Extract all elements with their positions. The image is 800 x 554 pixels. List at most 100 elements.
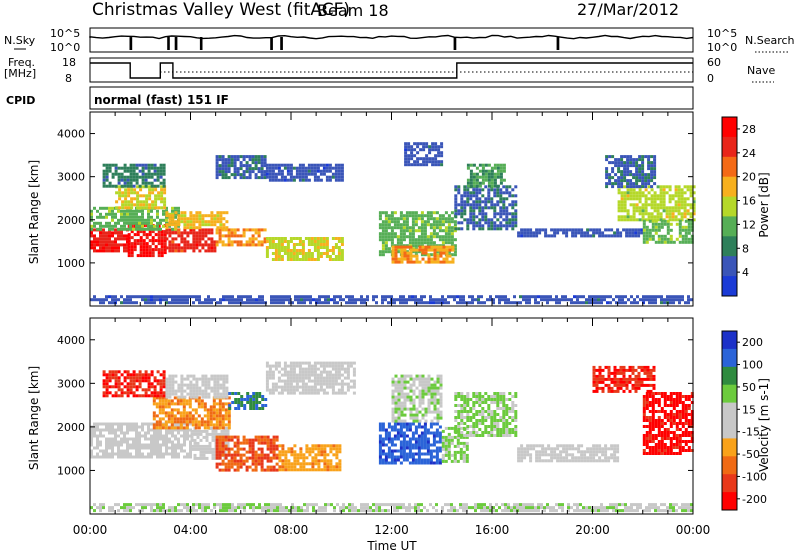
heatmap-cell: [574, 228, 578, 232]
heatmap-cell: [96, 249, 99, 253]
heatmap-cell: [402, 298, 405, 302]
heatmap-cell: [99, 215, 102, 219]
heatmap-cell: [120, 443, 123, 447]
heatmap-cell: [631, 231, 635, 235]
heatmap-cell: [469, 191, 473, 195]
heatmap-cell: [211, 447, 215, 451]
heatmap-cell: [138, 382, 142, 386]
heatmap-cell: [90, 224, 93, 228]
heatmap-cell: [108, 376, 112, 380]
heatmap-cell: [168, 223, 172, 227]
heatmap-cell: [318, 298, 321, 302]
heatmap-cell: [417, 449, 421, 453]
heatmap-cell: [258, 301, 261, 305]
heatmap-cell: [154, 239, 158, 243]
heatmap-cell: [399, 428, 403, 432]
heatmap-cell: [147, 437, 150, 441]
heatmap-cell: [387, 247, 391, 251]
heatmap-cell: [669, 237, 673, 241]
heatmap-cell: [511, 200, 515, 204]
heatmap-cell: [189, 449, 192, 453]
heatmap-cell: [272, 450, 276, 454]
heatmap-cell: [496, 163, 500, 167]
cpid-label: CPID: [6, 94, 35, 107]
heatmap-cell: [387, 425, 391, 429]
heatmap-cell: [255, 401, 259, 404]
heatmap-cell: [177, 395, 181, 399]
heatmap-cell: [657, 240, 661, 244]
heatmap-cell: [295, 237, 299, 240]
heatmap-cell: [397, 260, 401, 264]
heatmap-cell: [228, 404, 232, 407]
heatmap-cell: [257, 459, 261, 463]
heatmap-cell: [337, 376, 341, 380]
heatmap-cell: [183, 214, 187, 218]
heatmap-cell: [145, 194, 149, 198]
heatmap-cell: [444, 232, 448, 236]
heatmap-cell: [277, 255, 281, 258]
heatmap-cell: [451, 260, 455, 264]
heatmap-cell: [304, 376, 308, 380]
heatmap-cell: [656, 215, 660, 219]
heatmap-cell: [223, 429, 227, 433]
heatmap-cell: [478, 227, 482, 231]
heatmap-cell: [416, 160, 420, 164]
heatmap-cell: [687, 222, 691, 226]
heatmap-cell: [626, 197, 630, 201]
heatmap-cell: [292, 243, 296, 246]
heatmap-cell: [441, 217, 445, 221]
heatmap-cell: [186, 234, 190, 238]
heatmap-cell: [417, 301, 420, 305]
heatmap-cell: [288, 301, 291, 305]
heatmap-cell: [444, 450, 448, 454]
heatmap-cell: [426, 241, 430, 245]
heatmap-cell: [230, 240, 234, 244]
heatmap-cell: [237, 401, 241, 404]
heatmap-cell: [286, 249, 290, 252]
heatmap-cell: [132, 440, 135, 444]
heatmap-cell: [623, 173, 627, 177]
heatmap-cell: [203, 414, 207, 418]
heatmap-cell: [189, 214, 193, 218]
heatmap-cell: [174, 392, 178, 396]
heatmap-cell: [102, 428, 105, 432]
heatmap-cell: [248, 173, 252, 177]
heatmap-cell: [129, 382, 133, 386]
heatmap-cell: [237, 404, 241, 407]
heatmap-cell: [440, 151, 444, 155]
heatmap-cell: [403, 245, 407, 249]
heatmap-cell: [239, 161, 243, 165]
heatmap-cell: [114, 231, 117, 235]
heatmap-cell: [105, 446, 108, 450]
heatmap-cell: [199, 429, 203, 433]
heatmap-cell: [138, 452, 141, 456]
heatmap-cell: [407, 148, 411, 152]
heatmap-cell: [411, 220, 415, 224]
heatmap-cell: [419, 148, 423, 152]
heatmap-cell: [160, 254, 164, 258]
heatmap-cell: [450, 241, 454, 245]
heatmap-cell: [144, 434, 147, 438]
heatmap-cell: [626, 164, 630, 168]
heatmap-cell: [459, 447, 463, 451]
heatmap-cell: [159, 434, 162, 438]
heatmap-cell: [684, 234, 688, 238]
heatmap-cell: [651, 295, 654, 299]
heatmap-cell: [249, 401, 253, 404]
heatmap-cell: [141, 215, 144, 219]
heatmap-cell: [337, 175, 341, 179]
heatmap-cell: [165, 389, 169, 393]
heatmap-cell: [508, 221, 512, 225]
heatmap-cell: [381, 295, 384, 299]
heatmap-cell: [163, 191, 167, 195]
heatmap-cell: [620, 182, 624, 186]
heatmap-cell: [638, 218, 642, 222]
heatmap-cell: [378, 214, 382, 218]
heatmap-cell: [203, 423, 207, 427]
heatmap-cell: [504, 301, 507, 305]
heatmap-cell: [426, 211, 430, 215]
heatmap-cell: [687, 301, 690, 305]
heatmap-cell: [620, 206, 624, 210]
heatmap-cell: [292, 391, 296, 395]
heatmap-cell: [114, 249, 117, 253]
